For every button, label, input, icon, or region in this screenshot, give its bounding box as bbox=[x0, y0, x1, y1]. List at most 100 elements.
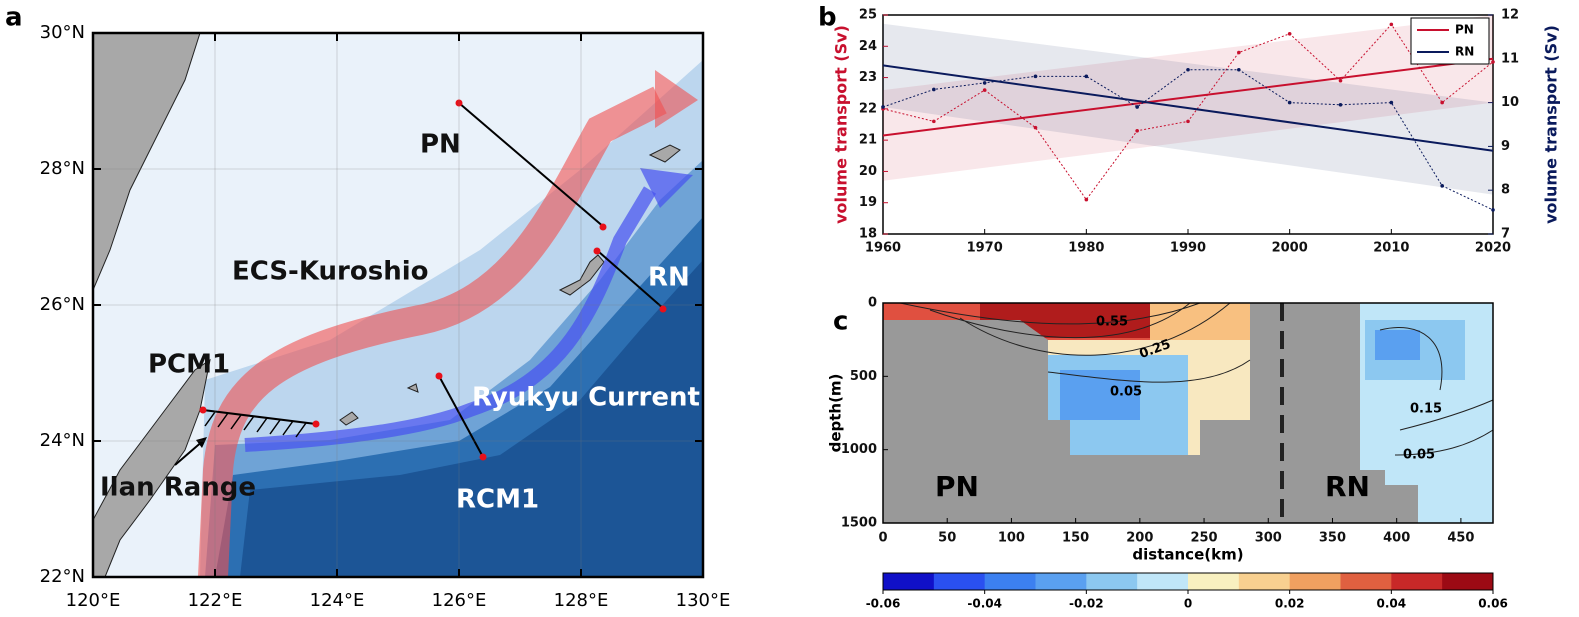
x-tick-label: 300 bbox=[1255, 531, 1282, 546]
point bbox=[1338, 78, 1343, 83]
point bbox=[1186, 67, 1190, 72]
point bbox=[1033, 74, 1038, 79]
map-label: PCM1 bbox=[148, 350, 230, 380]
y2-axis-label: volume transport (Sv) bbox=[1542, 25, 1561, 224]
x-tick-label: 100 bbox=[998, 531, 1025, 546]
y2-tick-label: 8 bbox=[1501, 183, 1510, 198]
y-tick-label: 22 bbox=[859, 101, 877, 116]
x-tick-label: 1990 bbox=[1170, 241, 1206, 256]
point bbox=[1389, 22, 1394, 27]
point bbox=[1135, 128, 1139, 133]
point bbox=[1237, 67, 1241, 72]
contour-label: 0.05 bbox=[1403, 448, 1435, 463]
point bbox=[982, 81, 987, 85]
colorbar-tick-label: -0.04 bbox=[967, 597, 1002, 611]
x-tick-label: 130°E bbox=[676, 590, 731, 611]
x-tick-label: 1980 bbox=[1068, 241, 1104, 256]
point bbox=[1389, 100, 1394, 105]
plot-frame bbox=[882, 302, 1494, 524]
x-tick-label: 400 bbox=[1383, 531, 1410, 546]
y-tick-label: 18 bbox=[859, 227, 877, 242]
section-label: RN bbox=[1325, 470, 1370, 503]
point bbox=[1135, 105, 1139, 109]
y-tick-label: 24°N bbox=[40, 430, 85, 451]
colorbar-swatch bbox=[1035, 573, 1087, 590]
section-field bbox=[883, 302, 1494, 523]
map-label: ECS-Kuroshio bbox=[232, 257, 429, 287]
point bbox=[1491, 208, 1495, 212]
y-tick-label: 22°N bbox=[40, 566, 85, 587]
map-label: PN bbox=[420, 130, 461, 160]
ryukyu-arrow bbox=[244, 186, 657, 452]
x-tick-label: 128°E bbox=[554, 590, 609, 611]
y-tick-label: 1500 bbox=[841, 516, 877, 531]
y2-tick-label: 11 bbox=[1501, 51, 1519, 66]
y-tick-label: 19 bbox=[859, 195, 877, 210]
x-tick-label: 2010 bbox=[1373, 241, 1409, 256]
map-label: RN bbox=[648, 263, 690, 293]
y-axis-label: volume transport (Sv) bbox=[832, 25, 851, 224]
point bbox=[1287, 100, 1292, 105]
y2-tick-label: 10 bbox=[1501, 95, 1519, 110]
contour-label: 0.15 bbox=[1410, 402, 1442, 417]
trend-line bbox=[882, 64, 1494, 152]
x-tick-label: 1970 bbox=[967, 241, 1003, 256]
point bbox=[1440, 184, 1444, 188]
taiwan bbox=[93, 358, 211, 577]
x-tick-label: 200 bbox=[1126, 531, 1153, 546]
y-tick-label: 24 bbox=[859, 39, 877, 54]
map-label: Ilan Range bbox=[100, 473, 256, 503]
colorbar-tick-label: 0 bbox=[1184, 597, 1192, 611]
y-axis-label: depth(m) bbox=[827, 374, 845, 453]
y-tick-label: 30°N bbox=[40, 22, 85, 43]
colorbar-tick-label: -0.02 bbox=[1069, 597, 1104, 611]
trend-line bbox=[882, 57, 1494, 137]
x-tick-label: 124°E bbox=[310, 590, 365, 611]
point bbox=[982, 88, 987, 92]
colorbar-swatch bbox=[1391, 573, 1443, 590]
y-tick-label: 0 bbox=[868, 296, 877, 311]
stations bbox=[199, 99, 667, 461]
arrow-tip bbox=[196, 437, 207, 448]
y2-tick-label: 9 bbox=[1501, 139, 1510, 154]
y-tick-label: 500 bbox=[850, 369, 877, 384]
point bbox=[1491, 60, 1495, 64]
legend-label: RN bbox=[1455, 45, 1474, 59]
point bbox=[1033, 125, 1038, 130]
point bbox=[1237, 50, 1241, 55]
y-tick-label: 1000 bbox=[841, 442, 877, 457]
panel-label: a bbox=[5, 3, 23, 33]
x-axis-label: distance(km) bbox=[1132, 546, 1243, 564]
point bbox=[1287, 31, 1292, 36]
colorbar-swatch bbox=[984, 573, 1036, 590]
colorbar-swatch bbox=[1137, 573, 1189, 590]
colorbar-tick-label: 0.02 bbox=[1275, 597, 1305, 611]
point bbox=[1338, 102, 1343, 107]
point bbox=[932, 87, 936, 92]
x-tick-label: 250 bbox=[1190, 531, 1217, 546]
colorbar-swatch bbox=[1188, 573, 1240, 590]
map-label: RCM1 bbox=[456, 485, 539, 515]
y-tick-label: 26°N bbox=[40, 294, 85, 315]
panel-label: b bbox=[818, 3, 837, 33]
sea-deeper bbox=[240, 260, 703, 577]
y-tick-label: 23 bbox=[859, 70, 877, 85]
confidence-band bbox=[883, 23, 1493, 195]
section-label: PN bbox=[935, 470, 979, 503]
island bbox=[648, 144, 681, 163]
colorbar-swatch bbox=[1289, 573, 1341, 590]
point bbox=[1186, 119, 1190, 124]
x-tick-label: 0 bbox=[878, 531, 887, 546]
island bbox=[339, 411, 359, 426]
china-coast bbox=[93, 33, 201, 291]
x-tick-label: 2000 bbox=[1272, 241, 1308, 256]
x-tick-label: 50 bbox=[938, 531, 956, 546]
point bbox=[1084, 197, 1089, 202]
y2-tick-label: 12 bbox=[1501, 8, 1519, 23]
legend-label: PN bbox=[1455, 23, 1474, 37]
colorbar-swatch bbox=[1442, 573, 1494, 590]
x-tick-label: 2020 bbox=[1475, 241, 1511, 256]
island bbox=[406, 383, 419, 393]
colorbar-tick-label: -0.06 bbox=[866, 597, 901, 611]
x-tick-label: 350 bbox=[1319, 531, 1346, 546]
